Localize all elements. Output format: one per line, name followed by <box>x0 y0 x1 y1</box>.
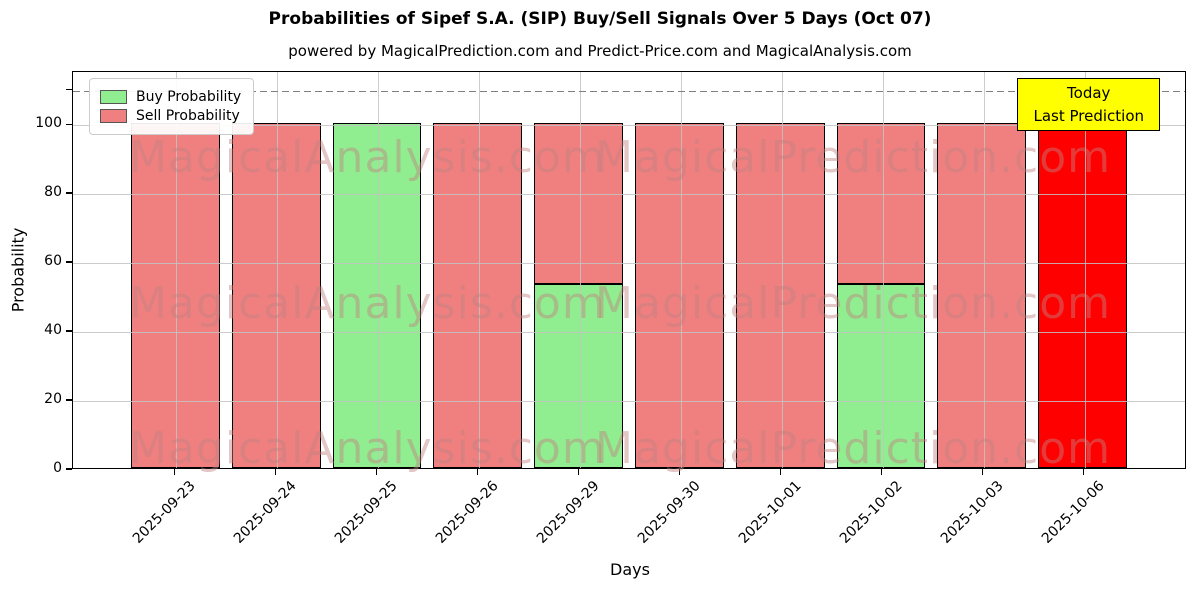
y-tick-label: 20 <box>44 391 62 408</box>
y-tick-label: 80 <box>44 184 62 201</box>
y-tick-label: 40 <box>44 322 62 339</box>
bar-segment-sell <box>131 123 220 468</box>
bar-segment-sell <box>937 123 1027 468</box>
bar-2025-10-01 <box>730 72 831 468</box>
bar-segment-sell <box>635 123 724 468</box>
gridline-h <box>73 194 1185 196</box>
bar-2025-09-26 <box>427 72 528 468</box>
bar-2025-10-03 <box>931 72 1032 468</box>
bar-segment-buy <box>534 284 623 468</box>
legend-entry-sell: Sell Probability <box>100 108 241 124</box>
sell-swatch-icon <box>100 109 127 123</box>
y-tick <box>66 330 72 332</box>
y-tick <box>66 399 72 401</box>
today-annotation-line1: Today <box>1067 84 1111 102</box>
x-tick <box>981 469 984 475</box>
bar-2025-09-25 <box>327 72 428 468</box>
legend-label-buy: Buy Probability <box>136 89 242 105</box>
bar-segment-sell <box>1038 123 1127 468</box>
gridline-v <box>781 72 783 468</box>
y-tick <box>66 123 72 125</box>
today-annotation-box: Today Last Prediction <box>1017 78 1160 131</box>
chart-title: Probabilities of Sipef S.A. (SIP) Buy/Se… <box>268 9 932 29</box>
gridline-v <box>882 72 884 468</box>
y-tick <box>66 89 72 91</box>
today-annotation-line2: Last Prediction <box>1033 106 1144 125</box>
bar-segment-sell <box>735 123 825 468</box>
bar-segment-sell <box>231 123 321 468</box>
buy-swatch-icon <box>100 90 127 104</box>
x-tick <box>880 469 883 475</box>
gridline-h <box>73 125 1185 127</box>
gridline-v <box>983 72 985 468</box>
bar-2025-10-06 <box>1032 72 1133 468</box>
legend-label-sell: Sell Probability <box>136 108 240 124</box>
x-tick <box>577 469 580 475</box>
y-tick-label: 0 <box>53 460 62 476</box>
gridline-h <box>73 263 1185 265</box>
gridline-h <box>73 332 1185 334</box>
x-tick <box>1082 469 1085 475</box>
x-tick <box>678 469 681 475</box>
legend-entry-buy: Buy Probability <box>100 89 241 105</box>
reference-dashed-line <box>73 90 1185 93</box>
bar-segment-buy <box>332 123 422 468</box>
x-tick <box>274 469 277 475</box>
bar-segment-sell <box>433 123 523 468</box>
y-tick-label: 60 <box>44 253 62 270</box>
y-tick <box>66 261 72 263</box>
x-tick <box>779 469 782 475</box>
legend: Buy Probability Sell Probability <box>89 78 255 135</box>
gridline-h <box>73 401 1185 403</box>
gridline-v <box>680 72 682 468</box>
x-tick <box>173 469 176 475</box>
x-tick <box>375 469 378 475</box>
bar-segment-buy <box>836 284 926 468</box>
bar-segment-sell <box>836 123 926 285</box>
y-tick-label: 100 <box>35 115 62 132</box>
gridline-v <box>377 72 379 468</box>
y-tick <box>66 192 72 194</box>
bars-layer <box>73 72 1185 468</box>
y-tick <box>66 468 72 470</box>
bar-segment-sell <box>534 123 623 285</box>
x-tick <box>476 469 479 475</box>
grid-layer <box>73 72 1185 468</box>
gridline-v <box>276 72 278 468</box>
gridline-v <box>579 72 581 468</box>
gridline-v <box>1084 72 1086 468</box>
bar-2025-09-24 <box>226 72 327 468</box>
chart-subtitle: powered by MagicalPrediction.com and Pre… <box>288 42 912 60</box>
gridline-v <box>478 72 480 468</box>
gridline-v <box>175 72 177 468</box>
bar-2025-09-30 <box>629 72 730 468</box>
plot-area: MagicalAnalysis.com MagicalPrediction.com… <box>72 71 1186 474</box>
bar-2025-09-23 <box>125 72 226 468</box>
bar-2025-10-02 <box>831 72 932 468</box>
x-axis-label: Days <box>610 560 650 579</box>
bar-2025-09-29 <box>528 72 629 468</box>
